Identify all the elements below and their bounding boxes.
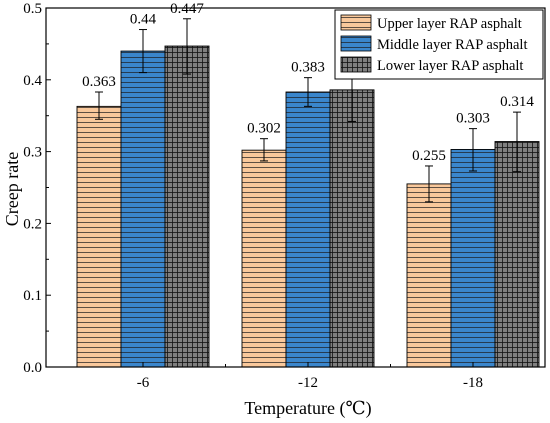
bar-pattern — [450, 148, 496, 368]
y-tick-label: 0.1 — [23, 288, 42, 304]
legend-label: Upper layer RAP asphalt — [377, 16, 522, 32]
y-tick-label: 0.0 — [23, 360, 42, 376]
data-label: 0.302 — [247, 121, 281, 137]
x-tick-label: -12 — [298, 375, 318, 391]
bar-pattern — [76, 105, 122, 368]
legend-swatch-pattern — [340, 35, 372, 52]
bar-pattern — [164, 45, 210, 368]
data-label: 0.255 — [412, 148, 446, 164]
data-label: 0.383 — [291, 60, 325, 76]
y-tick-label: 0.5 — [23, 1, 42, 17]
x-axis-title: Temperature (℃) — [244, 398, 371, 419]
legend-swatch-pattern — [340, 56, 372, 73]
bar-pattern — [406, 183, 452, 368]
data-label: 0.314 — [500, 94, 534, 110]
legend: Upper layer RAP asphalt Middle layer RAP … — [334, 9, 544, 80]
x-tick-label: -6 — [137, 375, 150, 391]
bar-pattern — [329, 89, 375, 368]
legend-label: Middle layer RAP asphalt — [377, 37, 527, 53]
y-tick-label: 0.2 — [23, 216, 42, 232]
bar-pattern — [285, 91, 331, 368]
y-tick-label: 0.3 — [23, 145, 42, 161]
y-tick-label: 0.4 — [23, 73, 42, 89]
legend-swatch-pattern — [340, 14, 372, 31]
data-label: 0.363 — [82, 74, 116, 90]
y-axis-title: Creep rate — [2, 152, 22, 226]
data-label: 0.303 — [456, 111, 490, 127]
x-tick-label: -18 — [463, 375, 483, 391]
data-label: 0.44 — [130, 12, 157, 28]
legend-label: Lower layer RAP asphalt — [377, 58, 523, 74]
bar-pattern — [241, 149, 287, 368]
plot-area: 0.0 0.1 0.2 0.3 0.4 0.5 0.363 0.302 0.255 0.44 0.3… — [23, 1, 546, 391]
bar-pattern — [494, 141, 540, 368]
data-label: 0.447 — [170, 1, 204, 17]
plot-frame — [45, 7, 546, 368]
bar-pattern — [120, 50, 166, 368]
